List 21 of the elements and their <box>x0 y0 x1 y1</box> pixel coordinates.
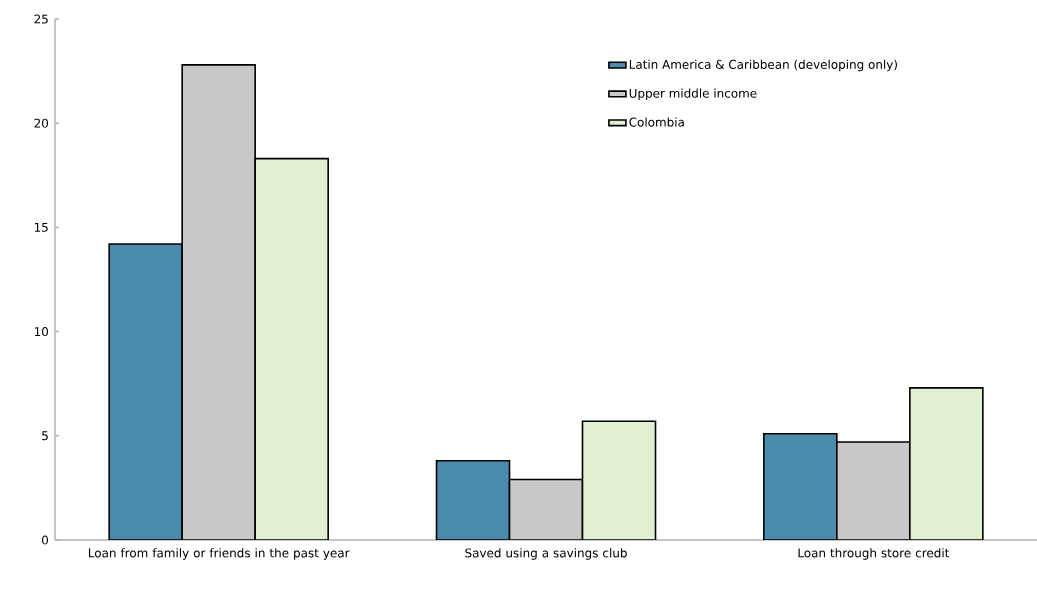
bar <box>435 460 511 540</box>
bar <box>909 387 984 540</box>
bar <box>181 64 256 540</box>
y-tick-label: 5 <box>42 431 48 441</box>
y-tick-label: 25 <box>34 14 48 24</box>
bar <box>836 441 911 540</box>
bar <box>763 432 838 540</box>
x-tick-label: Loan through store credit <box>798 548 950 560</box>
y-tick-label: 10 <box>34 327 49 337</box>
y-tick-label: 20 <box>34 118 49 128</box>
legend-label: Upper middle income <box>629 88 757 101</box>
x-tick-label: Loan from family or friends in the past year <box>88 548 350 560</box>
bar <box>581 420 657 540</box>
bar <box>108 243 183 540</box>
legend-label: Colombia <box>629 117 684 127</box>
legend-label: Latin America & Caribbean (developing only) <box>629 59 897 72</box>
bar <box>254 157 329 540</box>
y-tick-label: 15 <box>34 222 48 232</box>
x-tick-label: Saved using a savings club <box>465 548 627 560</box>
bar <box>508 478 584 540</box>
y-tick-label: 0 <box>41 535 49 545</box>
